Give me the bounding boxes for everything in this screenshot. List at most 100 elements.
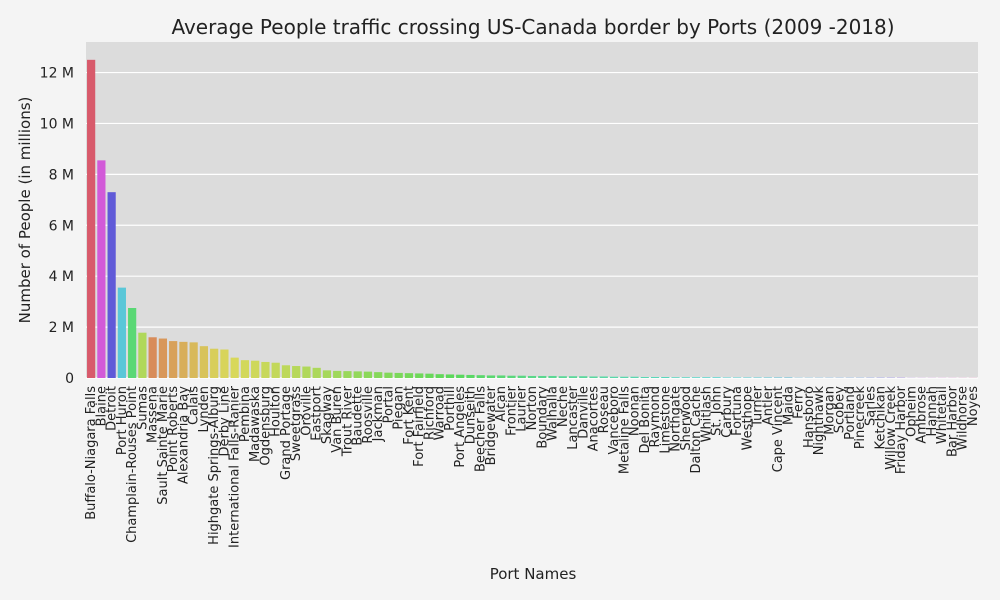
x-tick-label: Walhalla (546, 386, 561, 441)
x-tick-label: Pinecreek (853, 386, 868, 450)
bar (128, 308, 137, 378)
bar (476, 375, 485, 378)
bar (743, 377, 752, 378)
bar (230, 357, 239, 378)
x-tick-label: Portal (381, 386, 396, 423)
bar (466, 374, 475, 378)
x-tick-label: Frontier (504, 385, 519, 435)
x-tick-label: Boundary (535, 386, 550, 449)
x-tick-label: Lancaster (566, 385, 581, 449)
x-tick-label: Sault Sainte Marie (156, 386, 171, 505)
bar (312, 367, 321, 378)
x-tick-label: Houlton (269, 386, 284, 437)
bar (486, 375, 496, 378)
bar (189, 342, 198, 378)
x-tick-label: Grand Portage (279, 386, 294, 480)
x-tick-label: Metaline Falls (617, 386, 632, 474)
x-tick-label: Opheim (904, 386, 919, 437)
x-tick-label: Westhope (740, 386, 755, 450)
bar (732, 377, 742, 378)
x-tick-label: International Falls-Ranier (228, 385, 243, 548)
bar (548, 375, 557, 378)
bar (640, 376, 649, 378)
x-tick-label: Champlain-Rouses Point (125, 386, 140, 543)
y-tick-label: 12 M (40, 66, 74, 82)
x-tick-label: Morgan (822, 386, 837, 435)
x-tick-label: Madawaska (248, 386, 263, 462)
x-tick-label: Limestone (658, 386, 673, 454)
bar (773, 377, 783, 378)
x-tick-label: Willow Creek (884, 386, 899, 470)
plot-area (86, 42, 978, 378)
bar (497, 375, 506, 378)
bar (568, 376, 578, 378)
bar (220, 349, 229, 378)
bar (784, 377, 793, 378)
bar (394, 372, 403, 378)
bar (240, 360, 250, 378)
x-tick-label: Van Buren (330, 386, 345, 453)
y-axis-label: Number of People (in millions) (16, 97, 34, 324)
x-tick-label: Warroad (433, 386, 448, 440)
x-tick-label: Cape Vincent (771, 386, 786, 472)
x-tick-label: Maida (781, 386, 796, 425)
bar (579, 376, 588, 378)
x-tick-label: Richford (422, 386, 437, 440)
x-tick-label: Blaine (94, 386, 109, 426)
bar (179, 341, 188, 378)
x-tick-label: Norton (525, 386, 540, 430)
x-tick-label: Calais (187, 386, 202, 425)
bar (384, 372, 393, 378)
x-tick-label: Hannah (925, 386, 940, 436)
x-tick-label: Port Angeles (453, 386, 468, 468)
bar (138, 332, 147, 378)
bar (445, 374, 455, 378)
bar (302, 366, 311, 378)
y-tick-label: 4 M (49, 269, 74, 285)
x-tick-label: Scobey (833, 386, 848, 434)
bar (158, 338, 167, 378)
y-tick-label: 0 (65, 371, 74, 387)
bar (404, 373, 414, 378)
x-tick-label: Fort Kent (402, 386, 417, 445)
bar (251, 360, 260, 378)
x-tick-label: Ketchikan (874, 386, 889, 449)
bar (609, 376, 619, 378)
x-tick-label: Beecher Falls (474, 386, 489, 472)
x-tick-label: Dunseith (463, 386, 478, 444)
bar (97, 160, 106, 378)
x-tick-label: Derby Line (217, 386, 232, 457)
x-tick-label: Roosville (361, 386, 376, 444)
x-tick-label: Skagway (320, 386, 335, 444)
x-tick-label: Fort Fairfield (412, 386, 427, 467)
y-tick-label: 2 M (49, 320, 74, 336)
x-tick-label: Piegan (392, 386, 407, 430)
bar (374, 372, 383, 378)
bar (681, 377, 690, 378)
x-tick-label: Anacortes (587, 386, 602, 452)
x-tick-label: Ambrose (915, 386, 930, 444)
x-tick-label: Highgate Springs-Alburg (207, 386, 222, 545)
x-tick-label: Friday Harbor (894, 385, 909, 474)
x-tick-label: Port Huron (115, 386, 130, 455)
bar (292, 366, 301, 378)
bar (87, 59, 96, 379)
x-tick-label: Northgate (669, 386, 684, 452)
bar (107, 192, 116, 378)
x-tick-label: Detroit (105, 386, 120, 431)
x-tick-label: Noonan (628, 386, 643, 436)
x-tick-label: Dalton Cache (689, 386, 704, 473)
x-tick-label: Point Roberts (166, 386, 181, 473)
x-tick-label: Roseau (597, 386, 612, 433)
x-tick-label: Sarles (863, 386, 878, 426)
bar (271, 362, 280, 378)
x-tick-label: Carbury (720, 386, 735, 438)
x-tick-label: Alcan (494, 386, 509, 422)
bar (199, 346, 209, 378)
x-tick-label: Vanceboro (607, 386, 622, 454)
bar (671, 377, 680, 378)
x-tick-label: Noyes (966, 386, 981, 426)
x-tick-label: Whitetail (935, 386, 950, 444)
